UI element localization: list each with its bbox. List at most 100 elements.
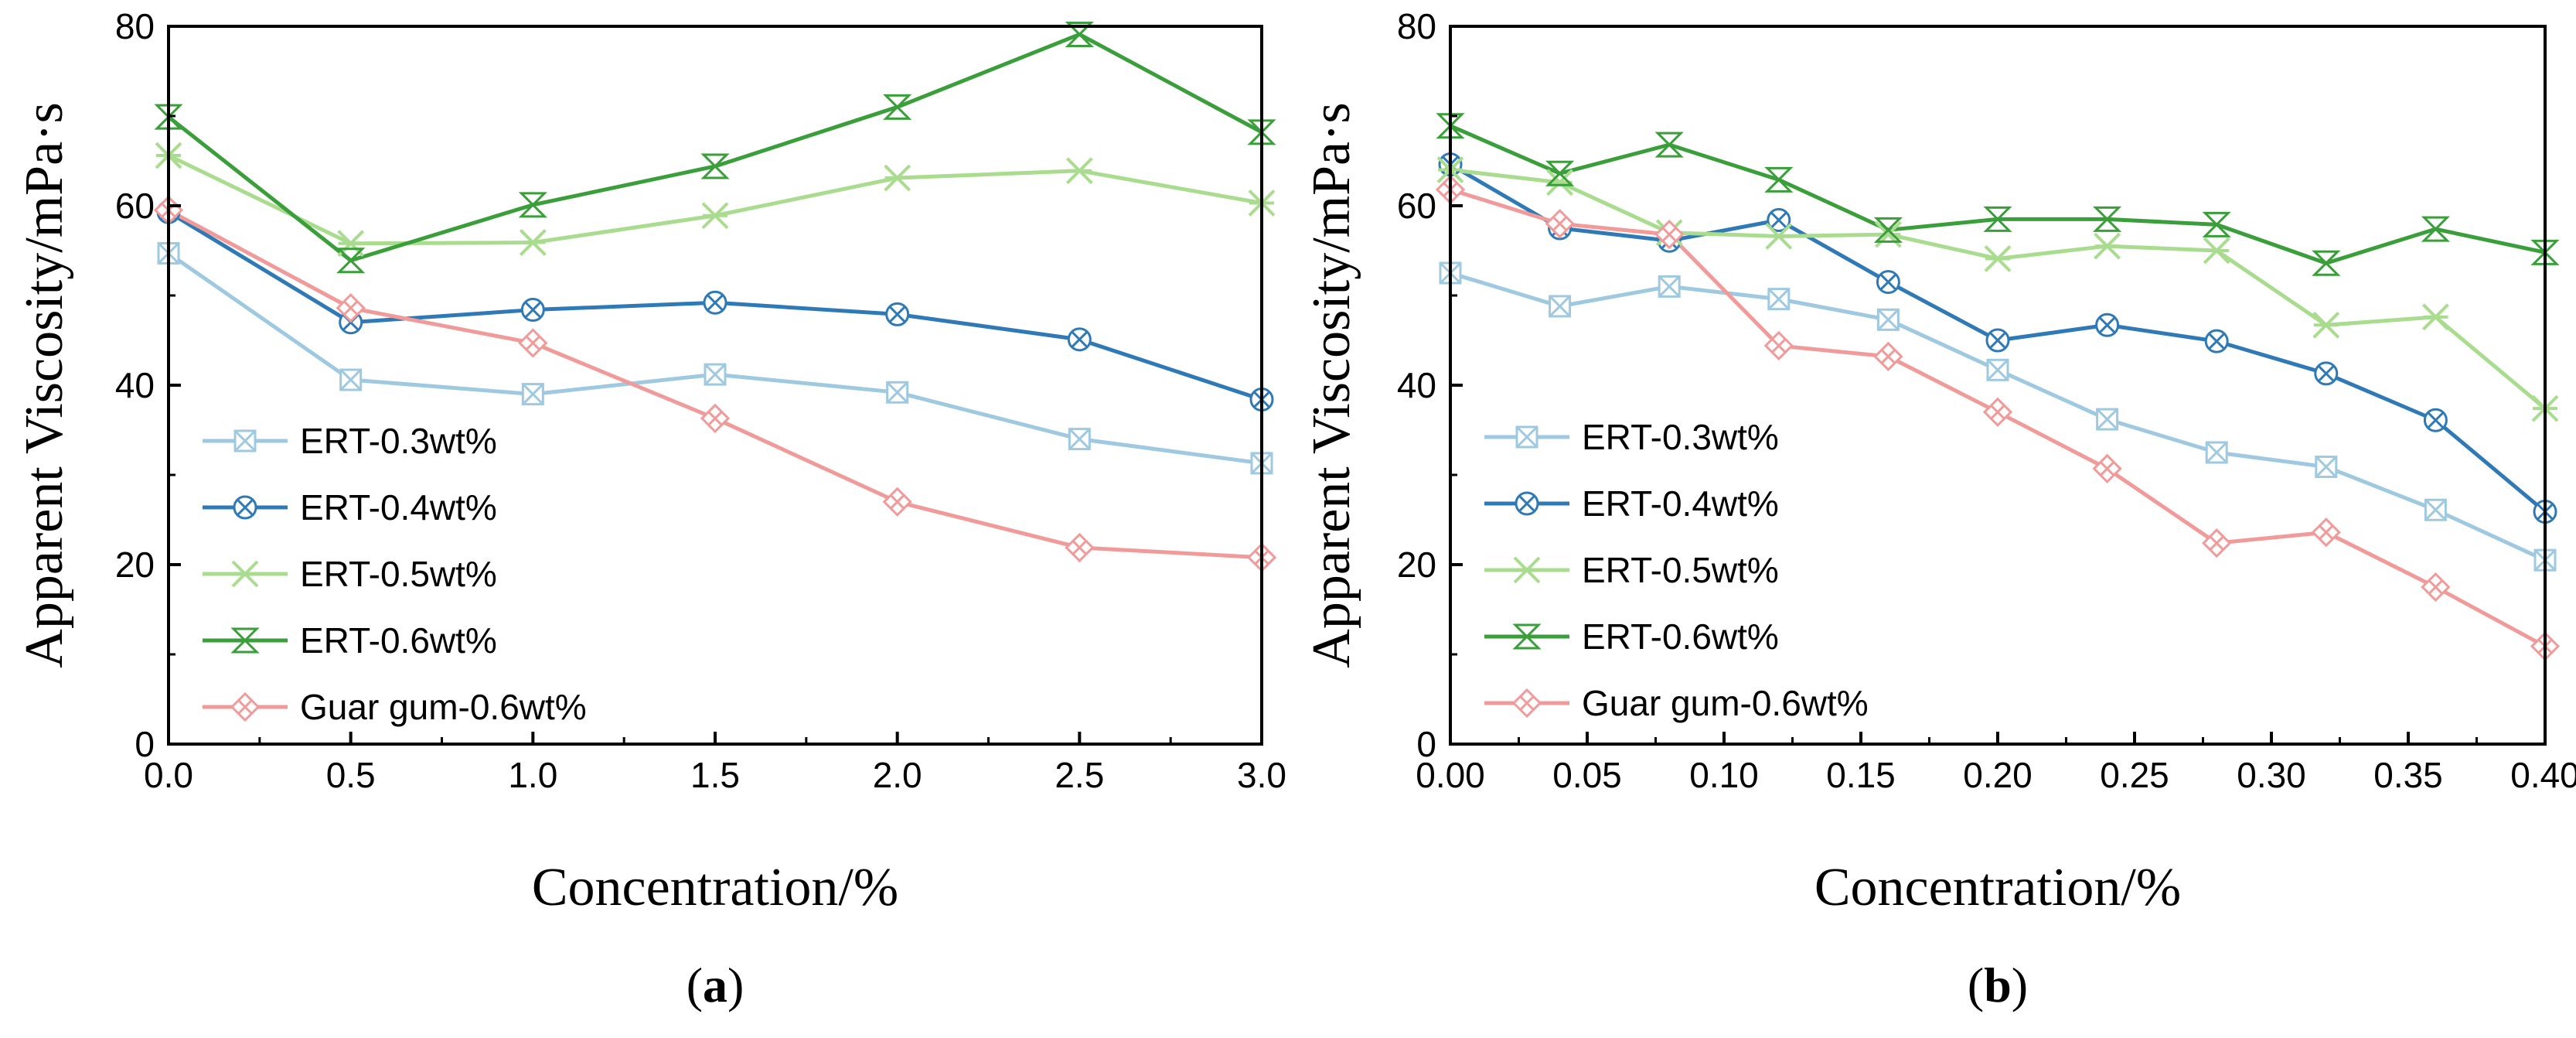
data-point-s2-4: [1874, 220, 1902, 248]
legend-item: ERT-0.4wt%: [203, 487, 497, 528]
data-point-s0-2: [1658, 275, 1681, 298]
data-point-s4-4: [1873, 341, 1903, 372]
legend-marker: [1515, 425, 1538, 449]
y-tick-label: 40: [115, 365, 155, 405]
data-point-s3-2: [1654, 131, 1684, 158]
x-tick-label: 2.0: [873, 755, 922, 795]
data-point-s3-3: [1764, 166, 1794, 193]
data-point-s3-1: [336, 248, 366, 274]
legend-item: Guar gum-0.6wt%: [1484, 683, 1869, 723]
data-point-s1-2: [520, 298, 545, 323]
data-point-s0-8: [2315, 456, 2338, 479]
legend-item: ERT-0.6wt%: [1484, 616, 1779, 657]
legend-label: ERT-0.5wt%: [1582, 550, 1779, 590]
x-tick-label: 0.05: [1552, 755, 1622, 795]
x-axis-title: Concentration/%: [1814, 858, 2181, 917]
legend-item: ERT-0.3wt%: [1484, 417, 1779, 457]
data-point-s0-5: [1068, 428, 1091, 451]
data-point-s3-2: [518, 192, 547, 218]
legend-label: ERT-0.6wt%: [1582, 616, 1779, 657]
data-point-s3-1: [1545, 160, 1575, 186]
data-point-s2-3: [1765, 223, 1793, 250]
data-point-s1-4: [885, 302, 910, 326]
series-line-2: [167, 153, 1262, 246]
data-point-s2-6: [2094, 232, 2121, 260]
data-point-s4-3: [700, 403, 731, 434]
x-tick-label: 0.0: [144, 755, 193, 795]
panel-label: (b): [1968, 958, 2028, 1012]
series-line-3: [1450, 124, 2546, 265]
legend-marker: [231, 560, 259, 588]
legend-marker: [233, 495, 257, 520]
data-point-s3-3: [700, 153, 730, 179]
data-point-s3-9: [2421, 216, 2451, 242]
data-point-s0-5: [1986, 358, 2009, 381]
y-tick-label: 20: [1397, 545, 1436, 585]
y-tick-label: 80: [1397, 6, 1436, 46]
x-tick-label: 0.35: [2373, 755, 2443, 795]
legend-label: Guar gum-0.6wt%: [1582, 683, 1869, 723]
data-point-s4-5: [1065, 532, 1095, 563]
data-point-s3-0: [154, 104, 183, 130]
data-point-s1-5: [1985, 328, 2010, 353]
data-point-s4-9: [2421, 572, 2451, 603]
data-point-s4-4: [882, 487, 912, 517]
y-tick-label: 80: [115, 6, 155, 46]
legend-item: ERT-0.4wt%: [1484, 483, 1779, 524]
y-tick-label: 60: [1397, 186, 1436, 226]
data-point-s3-4: [883, 94, 912, 120]
legend: ERT-0.3wt% ERT-0.4wt% ERT-0.5wt% ERT-0.6wt%…: [1484, 417, 1869, 723]
data-point-s4-7: [2202, 528, 2232, 558]
data-point-s3-7: [2202, 211, 2231, 237]
x-tick-label: 0.40: [2510, 755, 2576, 795]
panel-label-letter: b: [1984, 958, 2012, 1012]
legend-marker: [230, 627, 260, 654]
legend-label: ERT-0.5wt%: [300, 554, 497, 594]
x-tick-label: 0.30: [2237, 755, 2306, 795]
legend-item: ERT-0.5wt%: [1484, 550, 1779, 590]
data-point-s4-5: [1982, 397, 2013, 427]
x-tick-label: 2.5: [1055, 755, 1104, 795]
x-tick-label: 3.0: [1237, 755, 1286, 795]
legend-item: ERT-0.3wt%: [203, 421, 497, 461]
data-point-s0-1: [1549, 295, 1572, 318]
data-point-s0-2: [521, 383, 544, 406]
data-point-s1-4: [1876, 270, 1900, 295]
legend-marker: [1511, 688, 1542, 719]
x-tick-label: 0.5: [326, 755, 376, 795]
legend-marker: [1513, 556, 1541, 584]
legend-marker: [1512, 623, 1542, 650]
data-point-s2-9: [2421, 303, 2449, 331]
series-line-3: [167, 32, 1263, 263]
ticks: 0.0 0.5 1.0 1.5 2.0 2.5 3.0 0 20 40 60 80: [115, 6, 1286, 795]
legend-label: ERT-0.4wt%: [300, 487, 497, 528]
x-tick-label: 0.15: [1826, 755, 1896, 795]
legend-marker: [230, 691, 261, 722]
data-point-s1-5: [1067, 327, 1092, 352]
data-point-s0-9: [2424, 498, 2447, 521]
x-axis-title: Concentration/%: [532, 858, 898, 917]
data-point-s3-6: [2092, 206, 2122, 232]
data-point-s2-5: [1984, 245, 2012, 272]
legend-item: ERT-0.6wt%: [203, 620, 497, 661]
data-point-s2-7: [2203, 237, 2230, 265]
data-point-s2-2: [519, 229, 547, 256]
data-point-s0-3: [704, 363, 727, 386]
data-point-s2-5: [1065, 157, 1093, 185]
data-point-s0-1: [339, 368, 363, 391]
data-point-s4-6: [2092, 453, 2122, 484]
data-point-s1-9: [2423, 408, 2448, 432]
data-point-s4-8: [2311, 517, 2341, 548]
series-group: [153, 21, 1277, 572]
x-tick-label: 0.10: [1689, 755, 1759, 795]
legend-item: Guar gum-0.6wt%: [203, 687, 587, 727]
legend-label: ERT-0.6wt%: [300, 620, 497, 661]
legend-label: ERT-0.4wt%: [1582, 483, 1779, 524]
data-point-s1-3: [703, 290, 727, 315]
panel-label-letter: a: [703, 958, 727, 1012]
data-point-s4-3: [1763, 330, 1794, 361]
y-axis-title: Apparent Viscosity/mPa·s: [1302, 102, 1361, 668]
data-point-s3-10: [2530, 239, 2560, 265]
data-point-s0-4: [1876, 308, 1900, 331]
